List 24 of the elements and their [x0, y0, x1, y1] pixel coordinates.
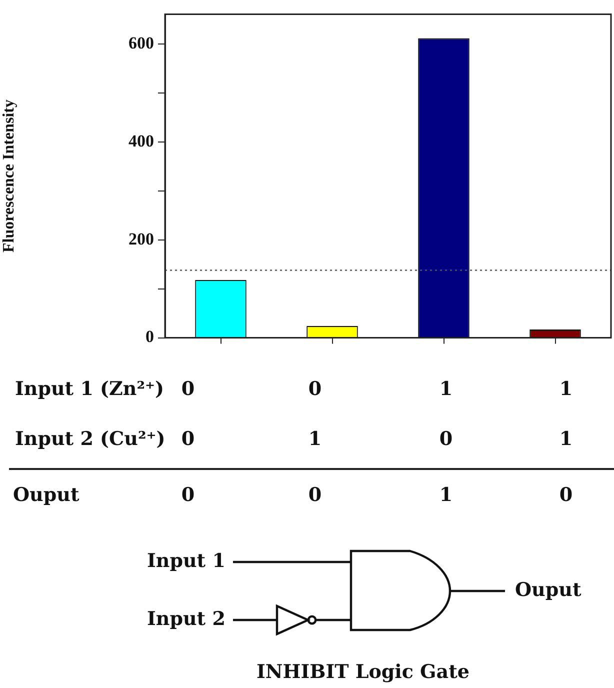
text: 1	[439, 378, 453, 400]
text: 1	[559, 378, 573, 400]
y-tick-label: 600	[128, 33, 154, 52]
text: INHIBIT Logic Gate	[256, 661, 470, 683]
text: 0	[181, 484, 195, 506]
text: Input 1	[147, 550, 226, 572]
text: 1	[439, 484, 453, 506]
text: Ouput	[13, 484, 80, 506]
text: 0	[308, 484, 322, 506]
text: 1	[308, 428, 322, 450]
text: 0	[559, 484, 573, 506]
text: 1	[559, 428, 573, 450]
text: Input 2	[147, 608, 226, 630]
y-tick-label: 0	[146, 327, 154, 346]
text: Ouput	[515, 579, 582, 601]
text: 0	[181, 378, 195, 400]
y-axis-title: Fluorescence Intensity	[0, 99, 18, 253]
y-tick-label: 400	[128, 131, 154, 150]
y-tick-label: 200	[128, 229, 154, 248]
text: Input 1 (Zn²⁺)	[15, 378, 164, 400]
text: 0	[308, 378, 322, 400]
text: Input 2 (Cu²⁺)	[15, 428, 166, 450]
text: 0	[181, 428, 195, 450]
text: 0	[439, 428, 453, 450]
